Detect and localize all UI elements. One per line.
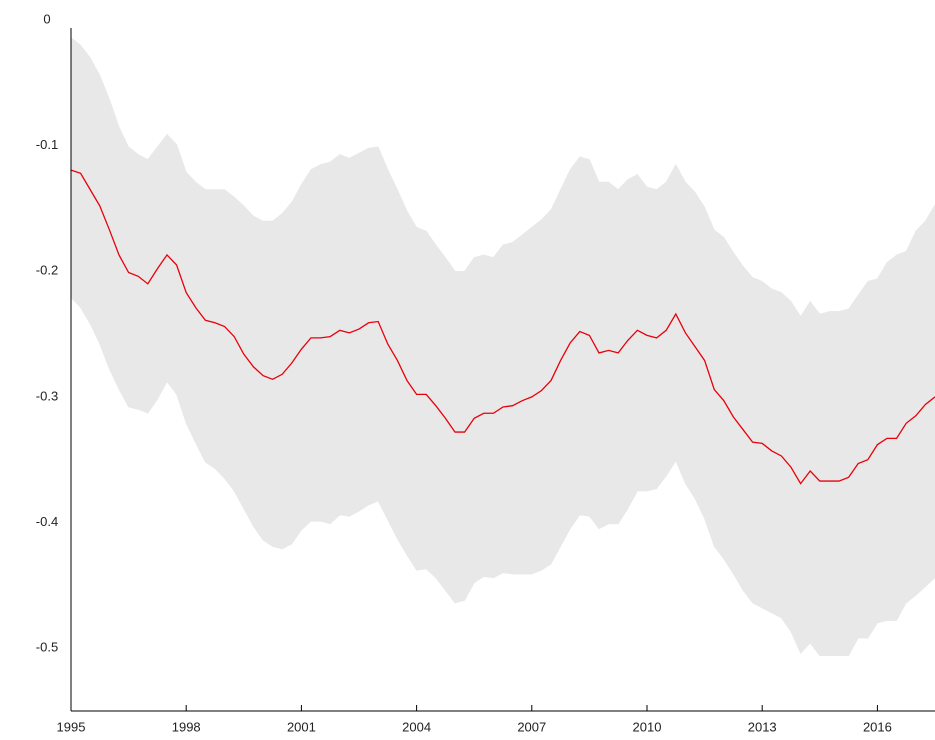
confidence-band (137, 153, 149, 414)
confidence-band (435, 244, 446, 592)
confidence-band (291, 184, 302, 545)
confidence-band (329, 153, 341, 525)
confidence-band (89, 57, 101, 345)
confidence-band (483, 254, 494, 579)
confidence-band (253, 215, 264, 542)
x-tick-label: 1998 (172, 719, 201, 734)
confidence-band (358, 147, 369, 512)
line (70, 169, 935, 485)
confidence-band (454, 270, 465, 604)
x-tick-label: 1995 (57, 719, 86, 734)
confidence-band (915, 220, 926, 597)
confidence-band (99, 75, 110, 370)
confidence-band (368, 146, 379, 506)
confidence-band (925, 204, 935, 588)
confidence-band (272, 212, 283, 550)
confidence-band (397, 189, 408, 557)
x-tick-label: 2010 (633, 719, 662, 734)
confidence-band (877, 261, 888, 624)
confidence-band (185, 171, 197, 444)
x-tick-label: 2007 (517, 719, 546, 734)
confidence-band (262, 220, 273, 547)
confidence-band (838, 308, 849, 657)
confidence-band (579, 156, 590, 517)
confidence-band (387, 169, 398, 540)
confidence-band (128, 146, 139, 410)
y-tick-label: -0.5 (36, 640, 58, 655)
confidence-band (569, 156, 581, 530)
confidence-band (147, 146, 158, 415)
confidence-band (665, 164, 677, 478)
confidence-band (118, 126, 129, 408)
y-tick-label: -0.4 (36, 514, 58, 529)
confidence-band (205, 189, 216, 470)
x-tick-label: 2013 (748, 719, 777, 734)
confidence-band (646, 186, 657, 492)
confidence-band (531, 219, 542, 575)
confidence-band (493, 244, 504, 579)
x-tick-label: 2004 (402, 719, 431, 734)
confidence-band (349, 152, 360, 517)
confidence-band (109, 99, 120, 390)
y-tick-label: 0 (43, 11, 50, 26)
confidence-band (819, 311, 830, 657)
x-tick-label: 2016 (863, 719, 892, 734)
x-tick-label: 2001 (287, 719, 316, 734)
confidence-band (176, 144, 187, 424)
y-tick-label: -0.1 (36, 137, 58, 152)
confidence-band (224, 188, 235, 493)
confidence-band (195, 181, 206, 463)
confidence-band (809, 300, 821, 657)
confidence-band (80, 44, 91, 326)
confidence-band (733, 251, 744, 592)
confidence-band (281, 201, 293, 550)
confidence-band (502, 241, 513, 575)
confidence-band (233, 196, 245, 509)
confidence-band (310, 163, 321, 522)
confidence-band (416, 226, 427, 571)
confidence-band (243, 205, 254, 527)
confidence-band (790, 300, 801, 654)
confidence-band (320, 161, 331, 525)
confidence-band (339, 153, 350, 517)
y-tick-label: -0.2 (36, 263, 58, 278)
confidence-band (723, 236, 734, 576)
confidence-band (829, 311, 840, 657)
confidence-band (301, 168, 312, 531)
y-tick-label: -0.3 (36, 388, 58, 403)
confidence-band (694, 191, 705, 519)
confidence-band (214, 189, 225, 480)
confidence-band (406, 209, 417, 572)
confidence-band (656, 181, 667, 490)
confidence-band (742, 265, 753, 604)
confidence-band (473, 254, 485, 584)
confidence-band (627, 174, 638, 509)
confidence-band (598, 181, 609, 530)
